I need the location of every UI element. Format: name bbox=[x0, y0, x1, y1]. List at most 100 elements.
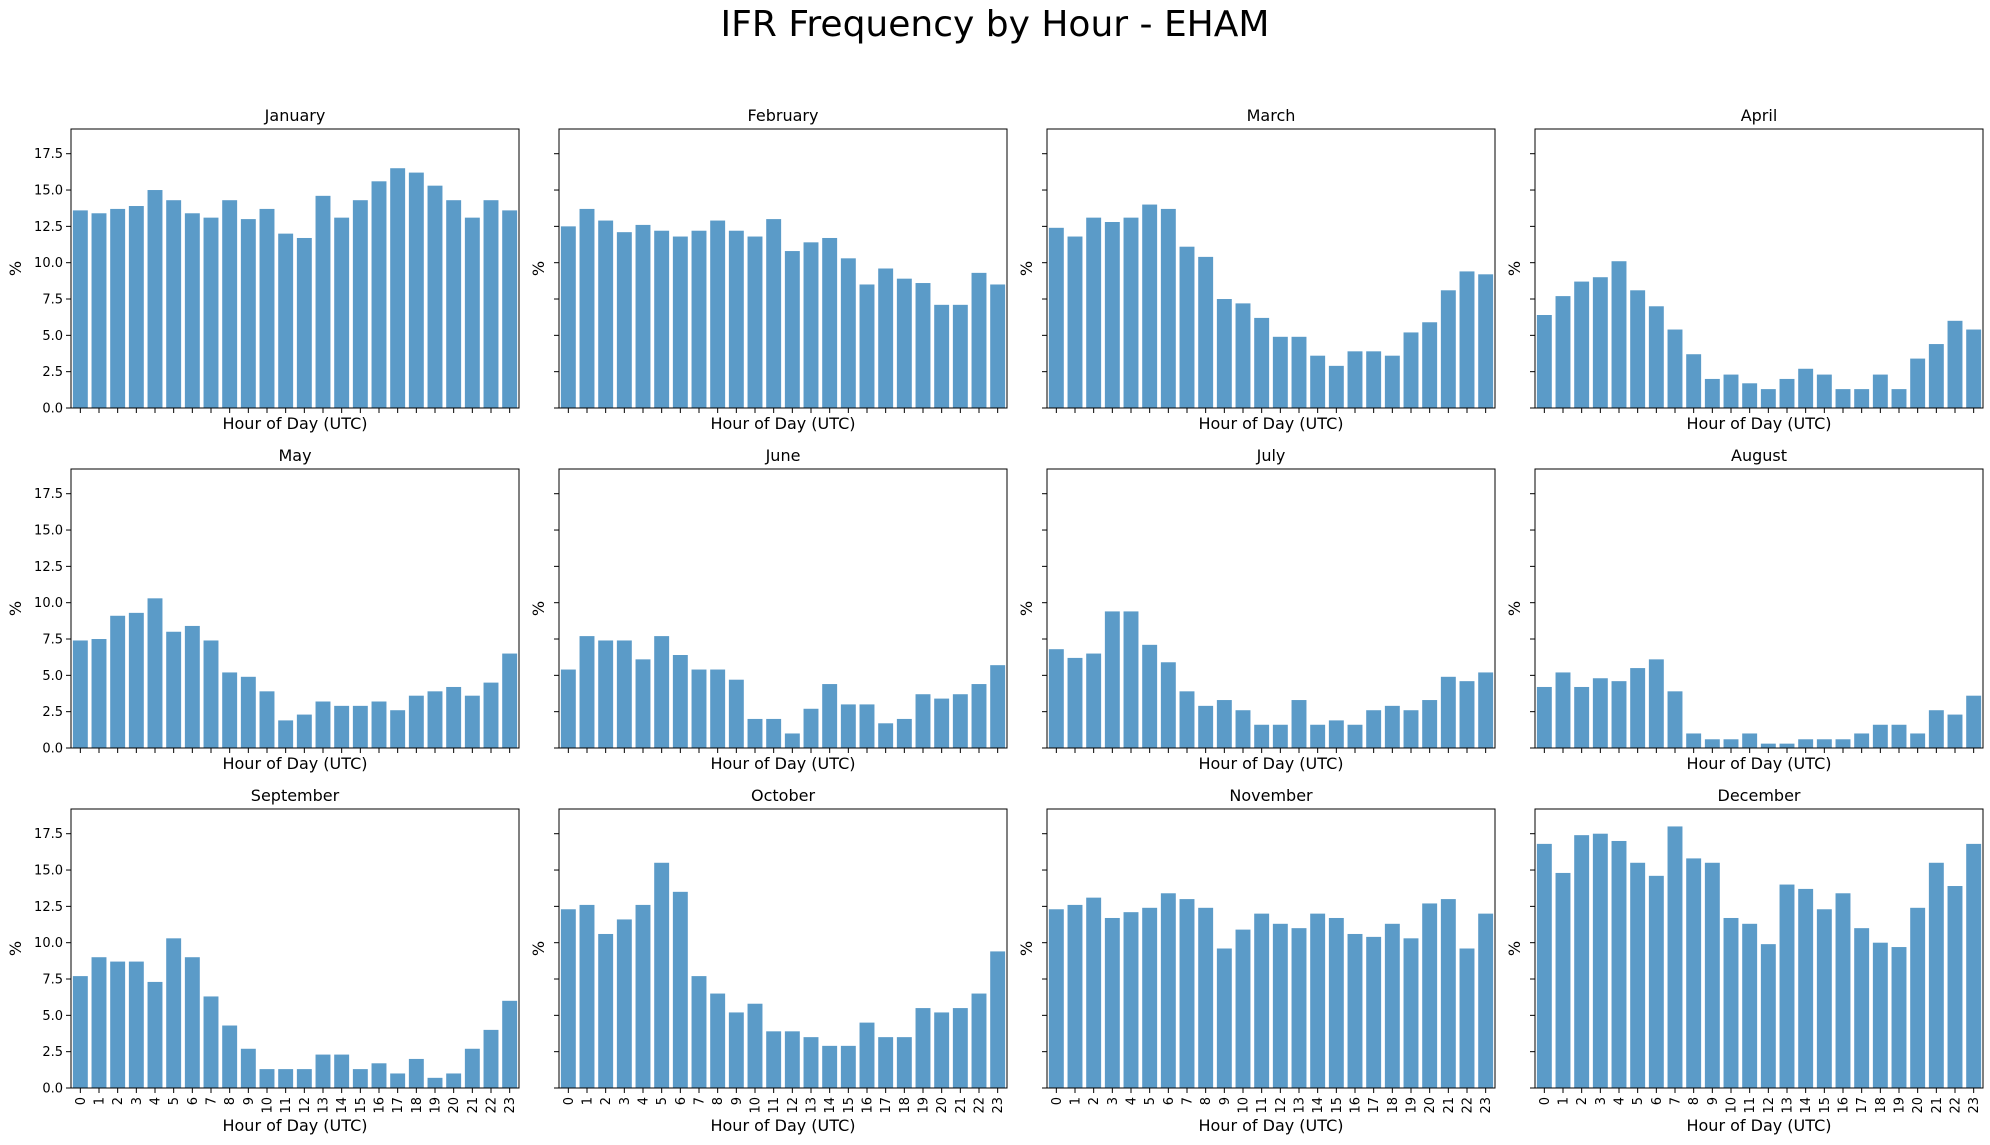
bar bbox=[598, 640, 614, 748]
bar bbox=[502, 1000, 518, 1088]
bar bbox=[1123, 611, 1139, 748]
x-tick-label: 2 bbox=[599, 1097, 614, 1105]
bar bbox=[1272, 923, 1288, 1088]
subplot-title: June bbox=[765, 446, 801, 465]
bar bbox=[616, 232, 632, 408]
bar bbox=[1592, 277, 1608, 408]
bar bbox=[1630, 668, 1646, 748]
bar bbox=[1798, 739, 1814, 748]
x-tick-label: 13 bbox=[1781, 1097, 1796, 1114]
y-tick-label: 7.5 bbox=[42, 973, 63, 988]
x-tick-label: 21 bbox=[1930, 1097, 1945, 1114]
bar bbox=[1328, 365, 1344, 408]
y-tick-label: 12.5 bbox=[34, 560, 63, 575]
bar bbox=[766, 219, 782, 408]
bar bbox=[1366, 351, 1382, 408]
bar bbox=[1760, 944, 1776, 1088]
bar bbox=[483, 200, 499, 408]
subplot-april: April Hour of Day (UTC)% bbox=[1505, 106, 1984, 433]
bar bbox=[1142, 204, 1158, 408]
y-axis-label: % bbox=[6, 941, 25, 956]
plot-frame bbox=[1534, 808, 1984, 1089]
x-tick-label: 14 bbox=[823, 1097, 838, 1114]
bar bbox=[1816, 374, 1832, 408]
bar bbox=[934, 1012, 950, 1088]
bar bbox=[1686, 733, 1702, 748]
bar bbox=[446, 686, 462, 748]
bar bbox=[1142, 907, 1158, 1088]
bar bbox=[728, 679, 744, 748]
y-tick-label: 5.0 bbox=[42, 1009, 63, 1024]
bar bbox=[710, 993, 726, 1088]
x-tick-label: 22 bbox=[1461, 1097, 1476, 1114]
bar bbox=[1422, 903, 1438, 1088]
bar bbox=[1667, 329, 1683, 408]
bar bbox=[352, 1069, 368, 1088]
bar bbox=[296, 237, 312, 408]
bar bbox=[1854, 928, 1870, 1088]
bar bbox=[1086, 217, 1102, 408]
bar bbox=[635, 224, 651, 408]
x-tick-label: 12 bbox=[298, 1097, 313, 1114]
bar bbox=[128, 206, 144, 408]
bar bbox=[72, 210, 88, 409]
bar bbox=[1891, 389, 1907, 408]
x-tick-label: 2 bbox=[1575, 1097, 1590, 1105]
subplot-march: March Hour of Day (UTC)% bbox=[1017, 106, 1496, 433]
x-tick-label: 11 bbox=[1743, 1097, 1758, 1114]
x-tick-label: 4 bbox=[637, 1097, 652, 1105]
x-tick-label: 15 bbox=[1818, 1097, 1833, 1114]
subplot-title: January bbox=[264, 106, 326, 125]
x-tick-label: 21 bbox=[466, 1097, 481, 1114]
x-tick-label: 10 bbox=[749, 1097, 764, 1114]
y-tick-label: 2.5 bbox=[42, 1045, 63, 1060]
figure-title: IFR Frequency by Hour - EHAM bbox=[721, 4, 1270, 45]
bar bbox=[390, 1073, 406, 1088]
bar bbox=[166, 200, 182, 408]
bar bbox=[691, 669, 707, 748]
x-tick-label: 18 bbox=[898, 1097, 913, 1114]
y-tick-label: 12.5 bbox=[34, 900, 63, 915]
bar bbox=[840, 704, 856, 748]
bar bbox=[222, 672, 238, 748]
bar bbox=[91, 957, 107, 1088]
bar bbox=[766, 718, 782, 748]
bar bbox=[1723, 739, 1739, 748]
bar bbox=[1872, 942, 1888, 1088]
x-tick-label: 0 bbox=[562, 1097, 577, 1105]
bar bbox=[1384, 355, 1400, 408]
bar bbox=[427, 1077, 443, 1088]
x-tick-label: 4 bbox=[1613, 1097, 1628, 1105]
bar bbox=[1291, 336, 1307, 408]
bar bbox=[1254, 317, 1270, 408]
bar bbox=[934, 304, 950, 408]
y-tick-label: 2.5 bbox=[42, 365, 63, 380]
bar bbox=[334, 705, 350, 748]
x-tick-label: 5 bbox=[1143, 1097, 1158, 1105]
bar bbox=[1872, 374, 1888, 408]
bar bbox=[1536, 686, 1552, 748]
bar bbox=[1536, 315, 1552, 408]
bar bbox=[72, 976, 88, 1088]
subplot-february: February Hour of Day (UTC)% bbox=[529, 106, 1008, 433]
bar bbox=[1854, 733, 1870, 748]
bar bbox=[1947, 714, 1963, 748]
bar bbox=[278, 720, 294, 748]
y-tick-label: 10.0 bbox=[34, 256, 63, 271]
bar bbox=[1160, 208, 1176, 408]
subplot-title: August bbox=[1731, 446, 1787, 465]
bar bbox=[240, 219, 256, 408]
bar bbox=[1123, 912, 1139, 1088]
bar bbox=[1648, 659, 1664, 748]
bar bbox=[315, 195, 331, 408]
subplot-june: June Hour of Day (UTC)% bbox=[529, 446, 1008, 773]
bar bbox=[1910, 733, 1926, 748]
bar bbox=[1198, 907, 1214, 1088]
bar bbox=[166, 938, 182, 1088]
x-tick-label: 18 bbox=[1874, 1097, 1889, 1114]
bar bbox=[1966, 329, 1982, 408]
x-tick-label: 16 bbox=[1349, 1097, 1364, 1114]
